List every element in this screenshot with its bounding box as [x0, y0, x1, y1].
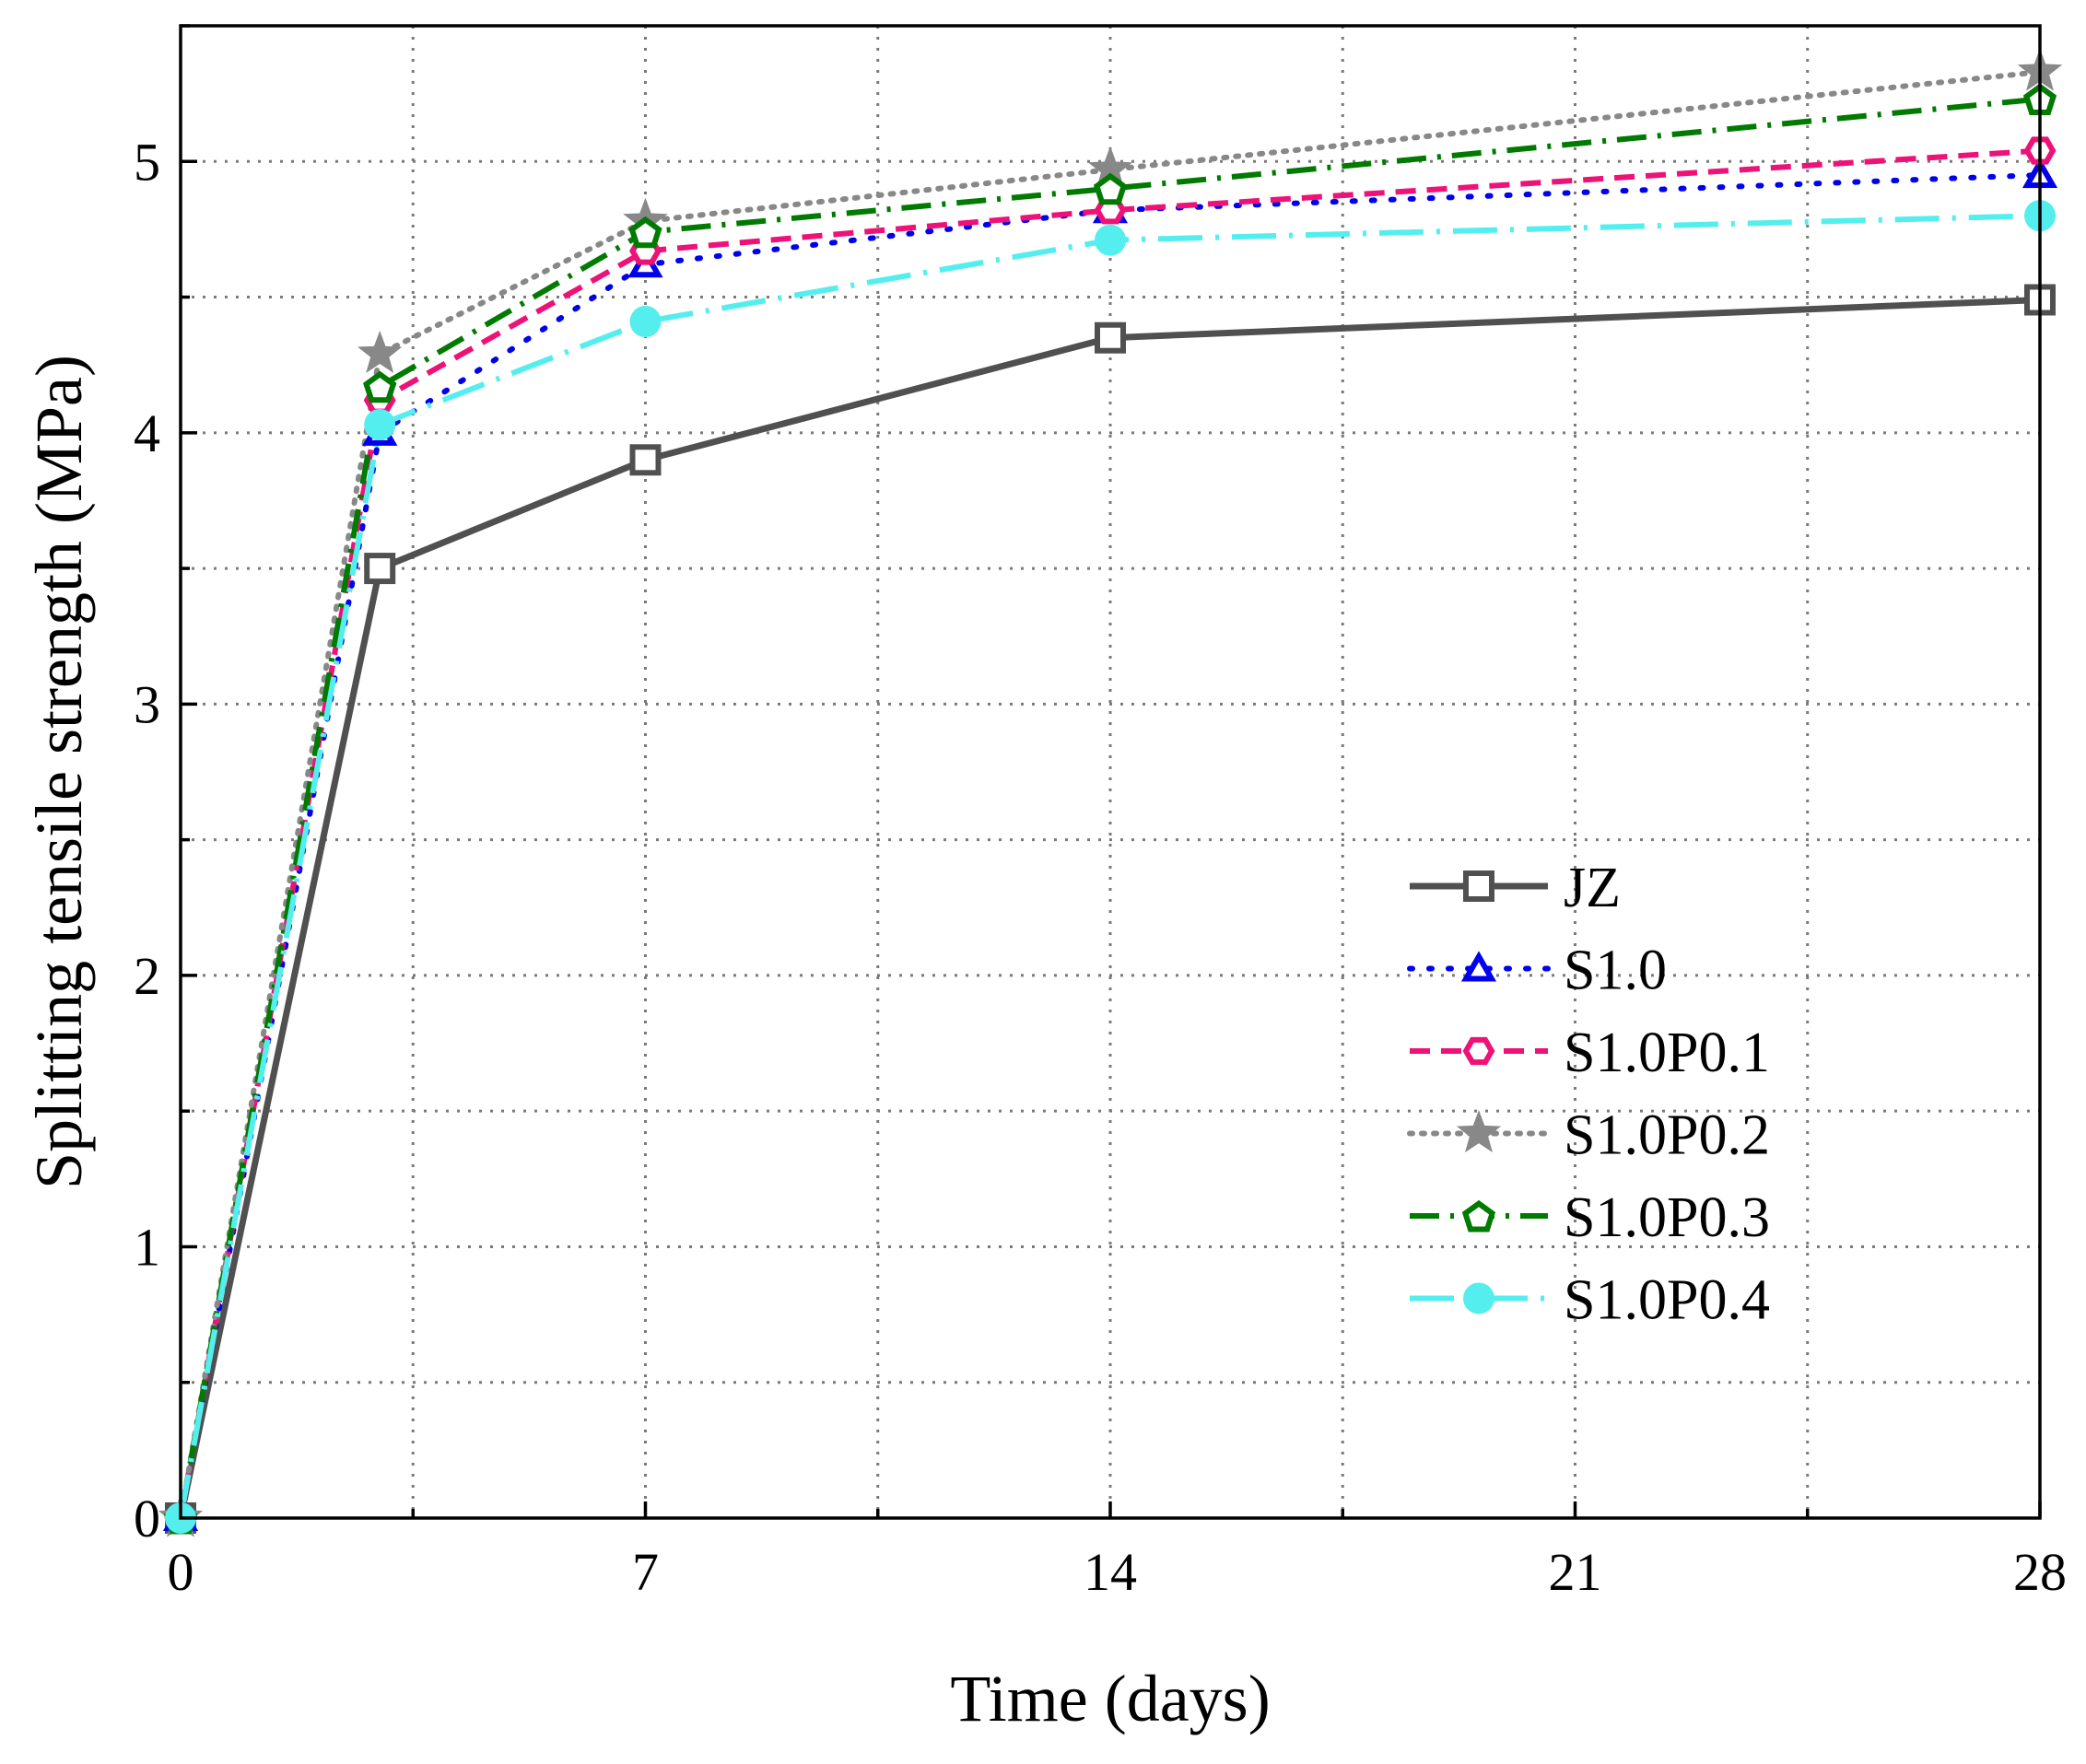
- data-point-s1-0p0-3: [1093, 172, 1128, 205]
- legend-label: S1.0P0.2: [1564, 1104, 1770, 1167]
- x-tick-label: 21: [1549, 1542, 1602, 1602]
- data-point-s1-0p0-2: [357, 330, 403, 374]
- y-tick-label: 0: [134, 1489, 160, 1548]
- data-point-s1-0p0-3: [628, 216, 662, 249]
- legend-label: JZ: [1564, 857, 1621, 919]
- legend-marker: [1456, 1110, 1502, 1153]
- y-tick-label: 3: [134, 674, 160, 734]
- data-point-jz: [629, 444, 662, 476]
- y-tick-label: 4: [134, 403, 160, 463]
- data-point-s1-0p0-4: [364, 408, 396, 440]
- data-point-s1-0p0-4: [629, 306, 662, 338]
- y-tick-label: 2: [134, 946, 160, 1006]
- y-tick-label: 1: [134, 1217, 160, 1277]
- legend-marker: [1462, 1036, 1495, 1066]
- x-tick-label: 7: [632, 1542, 659, 1602]
- legend-marker: [1460, 951, 1497, 982]
- series-line-s1-0p0-1: [178, 147, 2041, 1519]
- data-point-jz: [364, 553, 396, 585]
- series-line-s1-0: [178, 172, 2043, 1521]
- x-tick-label: 0: [168, 1542, 194, 1602]
- data-point-s1-0p0-4: [1095, 224, 1126, 256]
- plot-frame: [179, 24, 2042, 1520]
- legend-marker: [1461, 1199, 1496, 1232]
- y-axis-title: Splitting tensile strength (MPa): [22, 355, 96, 1189]
- legend-label: S1.0P0.3: [1564, 1186, 1770, 1249]
- tick-labels: 0 7 14 21 28 0 1 2 3 4 5: [134, 132, 2067, 1602]
- y-tick-label: 5: [134, 132, 160, 192]
- legend: JZ S1.0 S1.0P0.1 S1.0P0.2 S1.0P0.3 S1.0P0.4: [1407, 857, 1770, 1332]
- legend-marker: [1463, 1282, 1494, 1314]
- legend-label: S1.0: [1564, 940, 1667, 1002]
- data-point-s1-0p0-3: [363, 370, 397, 403]
- x-axis-title: Time (days): [950, 1662, 1270, 1735]
- series-line-s1-0p0-4: [178, 213, 2041, 1519]
- legend-label: S1.0P0.4: [1564, 1269, 1770, 1332]
- x-tick-label: 28: [2013, 1542, 2067, 1602]
- data-point-jz: [1095, 321, 1126, 354]
- legend-label: S1.0P0.1: [1564, 1022, 1770, 1084]
- legend-marker: [1463, 870, 1494, 902]
- x-tick-label: 14: [1084, 1542, 1137, 1602]
